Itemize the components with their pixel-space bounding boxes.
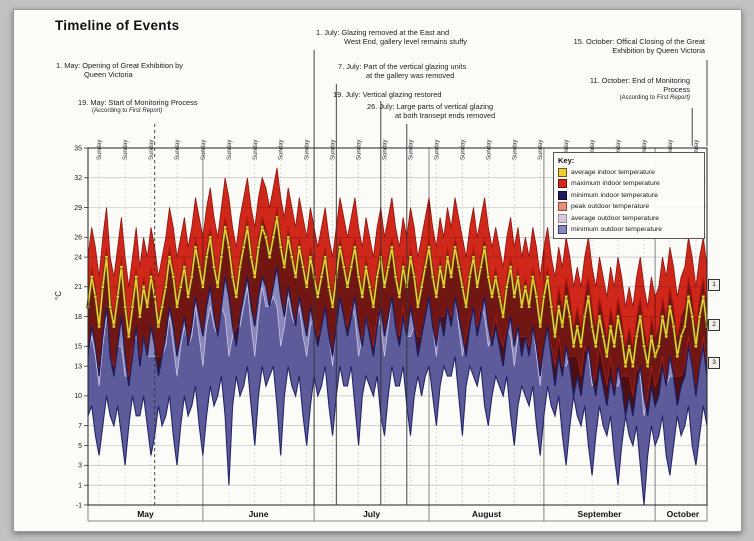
legend-item-max_in: maximum indoor temperature xyxy=(558,179,700,188)
event-annotation-glazing-restored: 19. July: Vertical glazing restored xyxy=(333,90,442,99)
svg-text:Sunday: Sunday xyxy=(460,140,466,160)
page-title: Timeline of Events xyxy=(55,18,180,33)
svg-text:Sunday: Sunday xyxy=(279,140,285,160)
svg-text:Sunday: Sunday xyxy=(201,140,207,160)
svg-text:Sunday: Sunday xyxy=(590,140,596,160)
avg_out-swatch-icon xyxy=(558,213,567,223)
svg-text:Sunday: Sunday xyxy=(564,140,570,160)
svg-text:35: 35 xyxy=(74,145,82,152)
svg-text:18: 18 xyxy=(74,314,82,321)
svg-text:October: October xyxy=(667,509,700,519)
svg-text:Sunday: Sunday xyxy=(149,140,155,160)
event-annotation-vertical-glazing-partial: 7. July: Part of the vertical glazing un… xyxy=(338,62,467,80)
svg-text:Sunday: Sunday xyxy=(383,140,389,160)
svg-text:Sunday: Sunday xyxy=(512,140,518,160)
event-annotation-monitoring-end: 11. October: End of Monitoring Process (Ac… xyxy=(589,76,690,101)
legend-item-label: minimum indoor temperature xyxy=(571,191,658,199)
svg-text:Sunday: Sunday xyxy=(668,140,674,160)
event-annotation-official-closing: 15. October: Offical Closing of the Grea… xyxy=(573,37,705,55)
side-note-marker-3: 3 xyxy=(708,357,720,369)
svg-text:-1: -1 xyxy=(76,502,82,509)
svg-text:15: 15 xyxy=(74,344,82,351)
min_out-swatch-icon xyxy=(558,225,567,234)
svg-text:June: June xyxy=(249,509,269,519)
legend-item-label: peak outdoor temperature xyxy=(571,203,650,210)
legend-item-avg_in: average indoor temperature xyxy=(558,167,700,177)
svg-text:May: May xyxy=(137,509,154,519)
min_in-swatch-icon xyxy=(558,190,567,200)
event-annotation-monitoring-start: 19. May: Start of Monitoring Process (Acc… xyxy=(78,98,198,114)
svg-text:Sunday: Sunday xyxy=(409,140,415,160)
event-annotation-glazing-removed-east-west: 1. July: Glazing removed at the East and… xyxy=(316,28,467,46)
svg-text:Sunday: Sunday xyxy=(357,140,363,160)
svg-text:3: 3 xyxy=(78,463,82,470)
svg-text:Sunday: Sunday xyxy=(538,140,544,160)
svg-text:7: 7 xyxy=(78,423,82,430)
chart-legend: Key: average indoor temperature maximum i… xyxy=(553,152,705,239)
svg-text:Sunday: Sunday xyxy=(331,140,337,160)
svg-text:July: July xyxy=(363,509,380,519)
svg-text:Sunday: Sunday xyxy=(642,140,648,160)
svg-text:29: 29 xyxy=(74,205,82,212)
svg-text:32: 32 xyxy=(74,175,82,182)
svg-text:1: 1 xyxy=(78,483,82,490)
svg-text:Sunday: Sunday xyxy=(175,140,181,160)
legend-item-avg_out: average outdoor temperature xyxy=(558,213,700,223)
svg-text:26: 26 xyxy=(74,235,82,242)
legend-item-label: minimum outdoor temperature xyxy=(571,226,663,233)
avg_in-swatch-icon xyxy=(558,167,567,177)
svg-text:24: 24 xyxy=(74,254,82,261)
svg-text:Sunday: Sunday xyxy=(227,140,233,160)
legend-items: average indoor temperature maximum indoor… xyxy=(558,167,700,234)
svg-text:Sunday: Sunday xyxy=(616,140,622,160)
svg-text:Sunday: Sunday xyxy=(434,140,440,160)
event-annotation-transept-glazing-removed: 26. July: Large parts of vertical glazin… xyxy=(367,102,496,120)
svg-text:Sunday: Sunday xyxy=(253,140,259,160)
max_in-swatch-icon xyxy=(558,179,567,188)
svg-text:°C: °C xyxy=(54,291,63,300)
peak_out-swatch-icon xyxy=(558,202,567,211)
legend-item-label: maximum indoor temperature xyxy=(571,180,660,187)
svg-text:September: September xyxy=(578,509,623,519)
legend-item-label: average outdoor temperature xyxy=(571,214,660,222)
event-annotation-opening: 1. May: Opening of Great Exhibition by Qu… xyxy=(56,61,183,79)
side-note-marker-2: 2 xyxy=(708,319,720,331)
legend-title: Key: xyxy=(558,156,575,165)
svg-text:Sunday: Sunday xyxy=(486,140,492,160)
svg-text:Sunday: Sunday xyxy=(123,140,129,160)
legend-item-label: average indoor temperature xyxy=(571,168,655,176)
svg-text:13: 13 xyxy=(74,364,82,371)
legend-item-min_out: minimum outdoor temperature xyxy=(558,225,700,234)
svg-text:Sunday: Sunday xyxy=(305,140,311,160)
side-note-marker-1: 1 xyxy=(708,279,720,291)
svg-text:August: August xyxy=(472,509,501,519)
legend-item-min_in: minimum indoor temperature xyxy=(558,190,700,200)
svg-text:10: 10 xyxy=(74,393,82,400)
svg-text:Sunday: Sunday xyxy=(97,140,103,160)
legend-item-peak_out: peak outdoor temperature xyxy=(558,202,700,211)
svg-text:5: 5 xyxy=(78,443,82,450)
svg-text:Sunday: Sunday xyxy=(694,140,700,160)
svg-text:21: 21 xyxy=(74,284,82,291)
